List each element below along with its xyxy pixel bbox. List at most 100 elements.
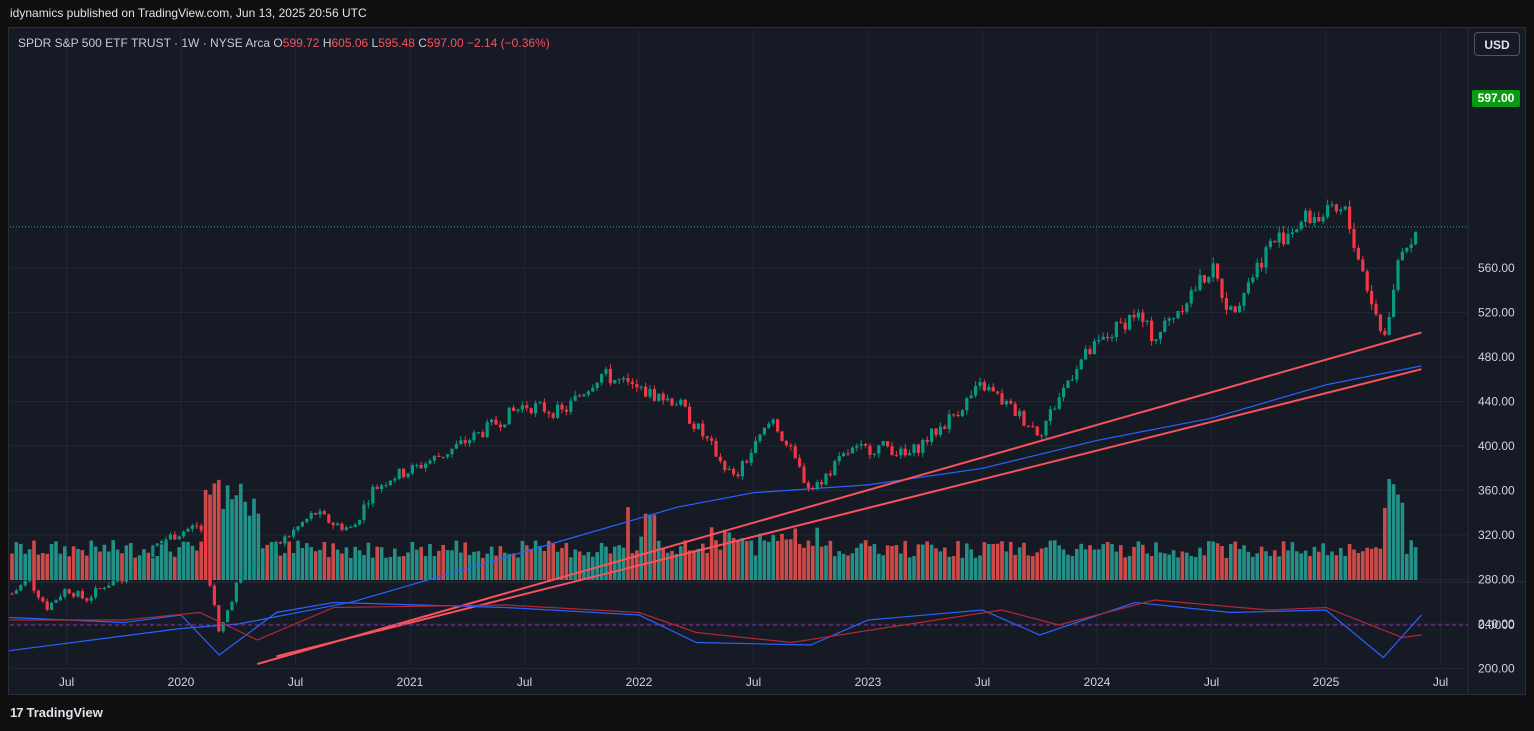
oscillator-pane (9, 599, 1468, 659)
volume-bar (951, 556, 956, 580)
candle-body (1048, 409, 1052, 421)
price-tick-label: 320.00 (1478, 528, 1515, 542)
candle-body (102, 587, 106, 589)
candle-body (177, 536, 181, 540)
volume-bar (973, 557, 978, 580)
volume-bar (19, 543, 23, 580)
currency-button[interactable]: USD (1474, 32, 1520, 56)
volume-bar (714, 540, 718, 580)
candle-body (1317, 217, 1321, 222)
volume-bar (894, 545, 899, 580)
volume-bar (916, 544, 921, 580)
volume-bar (938, 551, 943, 580)
volume-bar (1193, 556, 1198, 580)
candle-body (657, 393, 661, 401)
chart-frame[interactable] (8, 27, 1526, 695)
candle-body (107, 585, 111, 588)
volume-bar (428, 543, 432, 580)
candle-body (740, 461, 744, 477)
volume-bar (278, 555, 283, 580)
candle-body (1198, 275, 1202, 291)
volume-bar (1185, 552, 1189, 580)
candle-body (32, 579, 36, 591)
volume-bar (797, 544, 802, 580)
candle-body (1409, 244, 1413, 248)
volume-bar (217, 479, 221, 580)
volume-bar (991, 544, 995, 580)
candle-body (718, 456, 722, 462)
volume-bar (1277, 556, 1281, 580)
candle-body (1202, 275, 1206, 283)
symbol-legend[interactable]: SPDR S&P 500 ETF TRUST · 1W · NYSE Arca … (18, 36, 550, 50)
candle-body (476, 432, 480, 434)
candle-body (1132, 314, 1136, 318)
candle-body (881, 441, 885, 446)
candle-body (542, 402, 546, 412)
volume-bar (142, 549, 146, 580)
last-price-label: 597.00 (1472, 90, 1520, 107)
candle-body (366, 503, 370, 505)
candle-body (828, 473, 832, 476)
candle-body (36, 590, 40, 598)
candle-body (314, 512, 318, 515)
candle-body (952, 414, 956, 416)
volume-bar (1017, 547, 1022, 580)
volume-bar (1048, 540, 1053, 580)
candle-body (248, 570, 252, 573)
volume-bar (1132, 546, 1136, 580)
volume-bar (344, 547, 349, 580)
volume-bar (987, 544, 991, 580)
volume-bar (208, 494, 212, 580)
volume-bar (67, 556, 71, 580)
candle-body (771, 419, 775, 424)
volume-bar (639, 536, 643, 580)
publisher-header: idynamics published on TradingView.com, … (0, 0, 1534, 27)
candle-body (406, 473, 410, 478)
volume-bar (36, 554, 41, 580)
volume-bar (1088, 545, 1092, 580)
volume-bar (775, 540, 780, 580)
candle-body (1308, 210, 1312, 224)
candle-body (551, 413, 555, 418)
volume-bar (1057, 545, 1061, 580)
price-tick-label: 440.00 (1478, 395, 1515, 409)
volume-bar (186, 541, 190, 580)
candle-body (1097, 339, 1101, 342)
candle-body (630, 381, 634, 385)
volume-bar (168, 551, 173, 580)
volume-bar (960, 557, 965, 580)
candle-body (1229, 306, 1233, 310)
volume-bar (1167, 554, 1171, 580)
volume-bar (85, 555, 89, 580)
candle-body (459, 440, 463, 445)
volume-bar (173, 556, 177, 580)
volume-bar (573, 549, 577, 580)
volume-bar (41, 552, 45, 580)
moving-average-line (9, 365, 1422, 652)
tradingview-logo[interactable]: 17 TradingView (10, 705, 103, 720)
volume-bar (349, 557, 353, 580)
volume-bar (63, 546, 67, 580)
candle-body (182, 531, 186, 537)
candle-body (956, 414, 960, 417)
candle-body (292, 529, 296, 537)
volume-bar (1044, 547, 1048, 580)
volume-bar (1356, 553, 1361, 580)
time-tick-label: Jul (517, 675, 532, 689)
tradingview-logo-icon: 17 (10, 705, 24, 720)
candle-body (1330, 204, 1334, 206)
volume-bar (771, 534, 775, 580)
volume-bar (507, 553, 511, 580)
candle-body (85, 598, 89, 601)
candle-body (1246, 282, 1250, 294)
candle-body (1053, 408, 1057, 410)
price-tick-label: 480.00 (1478, 350, 1515, 364)
volume-bar (727, 532, 731, 580)
candle-body (784, 440, 788, 446)
volume-bar (410, 541, 415, 580)
candle-body (98, 588, 102, 590)
candle-body (234, 582, 238, 602)
volume-bar (291, 553, 296, 580)
candle-body (512, 407, 516, 411)
